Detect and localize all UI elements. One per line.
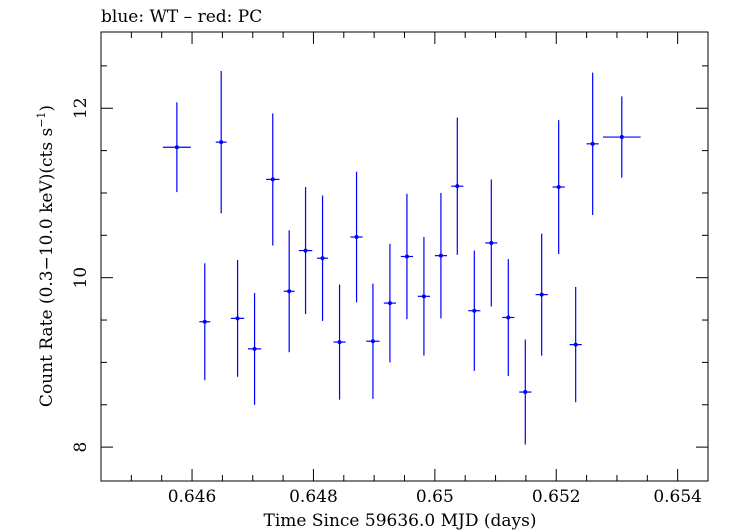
data-point xyxy=(468,250,481,371)
y-tick-label: 8 xyxy=(71,442,91,453)
data-point xyxy=(502,259,515,376)
point-marker xyxy=(506,315,511,320)
point-marker xyxy=(354,235,359,240)
data-points xyxy=(162,70,641,445)
x-axis-label: Time Since 59636.0 MJD (days) xyxy=(264,511,537,531)
y-axis-label-superscript: −1 xyxy=(35,112,48,128)
point-marker xyxy=(252,346,257,351)
point-marker xyxy=(421,294,426,299)
y-tick-label: 12 xyxy=(71,97,91,119)
axis-tick-labels: 0.646 0.648 0.65 0.652 0.654 8 10 12 xyxy=(71,97,702,507)
chart-title: blue: WT – red: PC xyxy=(101,7,262,27)
data-point xyxy=(400,193,413,320)
data-point xyxy=(366,283,380,399)
data-point xyxy=(283,230,295,353)
data-point xyxy=(199,263,211,381)
point-marker xyxy=(590,141,595,146)
x-tick-label: 0.65 xyxy=(416,487,454,507)
point-marker xyxy=(287,289,292,294)
point-marker xyxy=(438,253,443,258)
data-point xyxy=(162,102,191,193)
x-tick-label: 0.648 xyxy=(289,487,338,507)
data-point xyxy=(230,259,245,377)
data-point xyxy=(535,233,548,356)
data-point xyxy=(317,195,329,321)
point-marker xyxy=(619,135,624,140)
axis-ticks xyxy=(100,32,709,481)
data-point xyxy=(451,117,464,255)
data-point xyxy=(485,179,498,307)
y-tick-label: 10 xyxy=(71,267,91,289)
data-point xyxy=(552,120,565,254)
point-marker xyxy=(472,308,477,313)
point-marker xyxy=(523,390,528,395)
data-point xyxy=(586,72,599,215)
point-marker xyxy=(404,254,409,259)
point-marker xyxy=(235,316,240,321)
data-point xyxy=(266,113,280,246)
data-point xyxy=(417,237,430,356)
point-marker xyxy=(573,342,578,347)
data-point xyxy=(247,292,262,405)
point-marker xyxy=(489,240,494,245)
x-tick-label: 0.652 xyxy=(532,487,581,507)
point-marker xyxy=(303,248,308,253)
data-point xyxy=(434,192,447,319)
point-marker xyxy=(219,140,224,145)
y-axis-label-main: Count Rate (0.3−10.0 keV)(cts s xyxy=(37,128,57,407)
data-point xyxy=(383,243,397,363)
point-marker xyxy=(455,184,460,189)
data-point xyxy=(350,171,363,303)
data-point xyxy=(602,96,641,178)
point-marker xyxy=(320,256,325,261)
data-point xyxy=(215,70,227,214)
data-point xyxy=(519,339,532,445)
data-point xyxy=(333,284,346,400)
x-tick-label: 0.654 xyxy=(653,487,702,507)
y-axis-label-close: ) xyxy=(37,105,57,112)
point-marker xyxy=(370,339,375,344)
point-marker xyxy=(270,177,275,182)
point-marker xyxy=(556,185,561,190)
point-marker xyxy=(202,319,207,324)
data-point xyxy=(569,286,582,403)
point-marker xyxy=(174,145,179,150)
point-marker xyxy=(387,301,392,306)
point-marker xyxy=(539,292,544,297)
data-point xyxy=(298,187,313,315)
x-tick-label: 0.646 xyxy=(168,487,217,507)
y-axis-label: Count Rate (0.3−10.0 keV)(cts s−1) xyxy=(35,105,57,407)
point-marker xyxy=(337,340,342,345)
